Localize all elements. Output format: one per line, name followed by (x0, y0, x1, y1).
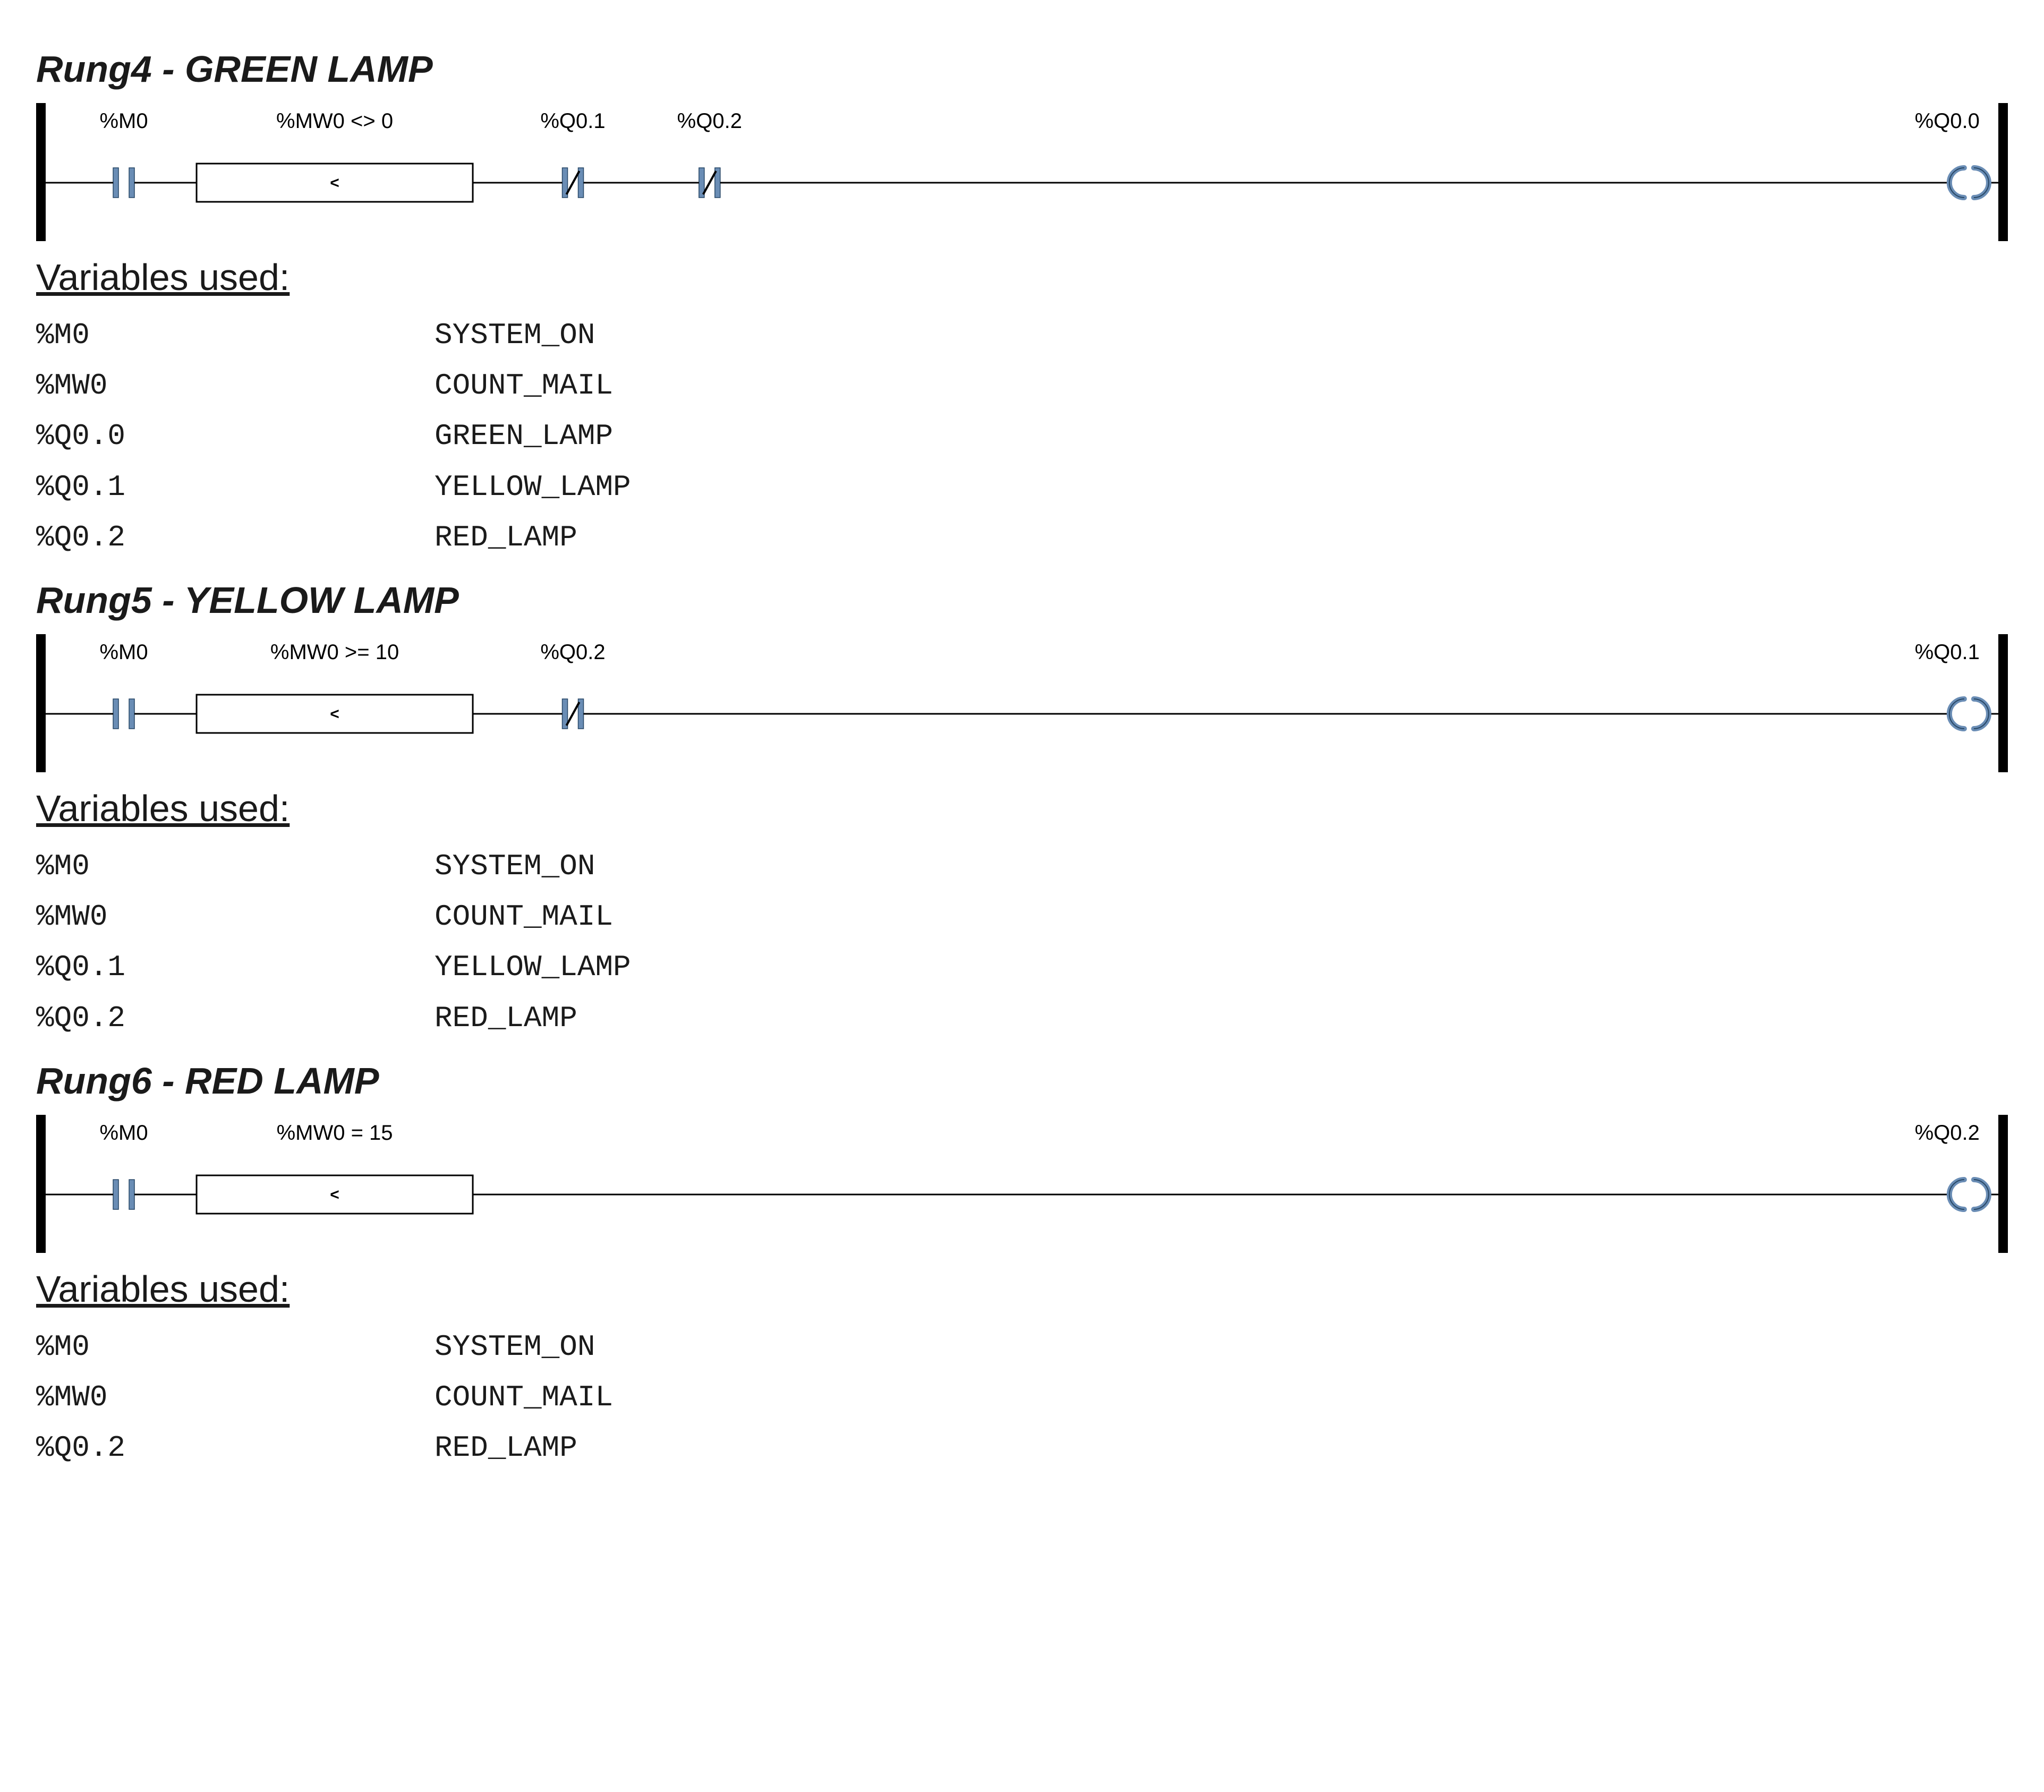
element-label: %M0 (99, 1121, 148, 1145)
variable-address: %Q0.0 (36, 411, 435, 462)
variable-address: %Q0.2 (36, 1423, 435, 1473)
ladder-diagram: %M0 %MW0 = 15 %Q0.2 < (36, 1115, 2008, 1253)
element-label: %Q0.0 (1915, 109, 1980, 133)
variable-description: RED_LAMP (435, 993, 577, 1044)
element-label: %Q0.2 (1915, 1121, 1980, 1145)
element-label: %M0 (99, 109, 148, 133)
ladder-svg: < (46, 687, 1998, 740)
svg-text:<: < (330, 174, 339, 192)
variable-description: SYSTEM_ON (435, 310, 595, 361)
variable-address: %Q0.1 (36, 462, 435, 513)
variable-description: RED_LAMP (435, 513, 577, 563)
variable-address: %MW0 (36, 1372, 435, 1423)
variable-row: %M0SYSTEM_ON (36, 1322, 2008, 1372)
variable-row: %Q0.2RED_LAMP (36, 513, 2008, 563)
variable-row: %M0SYSTEM_ON (36, 310, 2008, 361)
variable-row: %Q0.0GREEN_LAMP (36, 411, 2008, 462)
element-label: %Q0.2 (540, 641, 605, 664)
element-label: %MW0 <> 0 (276, 109, 393, 133)
variable-description: COUNT_MAIL (435, 361, 613, 411)
ladder-diagram: %M0 %MW0 >= 10 %Q0.2 %Q0.1 < (36, 634, 2008, 772)
rung-title: Rung6 - RED LAMP (36, 1060, 2008, 1102)
variable-row: %M0SYSTEM_ON (36, 841, 2008, 892)
variable-description: COUNT_MAIL (435, 1372, 613, 1423)
element-label: %Q0.2 (677, 109, 742, 133)
element-label: %M0 (99, 641, 148, 664)
variable-row: %MW0COUNT_MAIL (36, 361, 2008, 411)
variables-used-heading: Variables used: (36, 256, 2008, 298)
variable-description: SYSTEM_ON (435, 1322, 595, 1372)
variable-row: %Q0.1YELLOW_LAMP (36, 462, 2008, 513)
ladder-diagram: %M0 %MW0 <> 0 %Q0.1 %Q0.2 %Q0.0 < (36, 103, 2008, 241)
variables-used-heading: Variables used: (36, 787, 2008, 830)
variable-address: %M0 (36, 1322, 435, 1372)
svg-text:<: < (330, 1186, 339, 1204)
variable-address: %M0 (36, 310, 435, 361)
variable-address: %Q0.2 (36, 993, 435, 1044)
variable-description: COUNT_MAIL (435, 892, 613, 942)
variable-description: YELLOW_LAMP (435, 462, 631, 513)
ladder-svg: < (46, 156, 1998, 209)
variable-description: RED_LAMP (435, 1423, 577, 1473)
element-label: %Q0.1 (1915, 641, 1980, 664)
variable-address: %MW0 (36, 892, 435, 942)
variable-row: %MW0COUNT_MAIL (36, 892, 2008, 942)
svg-text:<: < (330, 705, 339, 723)
variable-row: %Q0.2RED_LAMP (36, 993, 2008, 1044)
variable-description: YELLOW_LAMP (435, 942, 631, 993)
variables-table: %M0SYSTEM_ON%MW0COUNT_MAIL%Q0.1YELLOW_LA… (36, 841, 2008, 1044)
variable-row: %Q0.2RED_LAMP (36, 1423, 2008, 1473)
variable-description: SYSTEM_ON (435, 841, 595, 892)
variable-address: %Q0.1 (36, 942, 435, 993)
element-label: %MW0 >= 10 (270, 641, 399, 664)
variable-row: %MW0COUNT_MAIL (36, 1372, 2008, 1423)
variables-table: %M0SYSTEM_ON%MW0COUNT_MAIL%Q0.0GREEN_LAM… (36, 310, 2008, 563)
rung-title: Rung4 - GREEN LAMP (36, 48, 2008, 90)
variable-address: %MW0 (36, 361, 435, 411)
variable-description: GREEN_LAMP (435, 411, 613, 462)
variables-used-heading: Variables used: (36, 1268, 2008, 1310)
variable-address: %M0 (36, 841, 435, 892)
variables-table: %M0SYSTEM_ON%MW0COUNT_MAIL%Q0.2RED_LAMP (36, 1322, 2008, 1474)
ladder-svg: < (46, 1168, 1998, 1221)
variable-row: %Q0.1YELLOW_LAMP (36, 942, 2008, 993)
element-label: %Q0.1 (540, 109, 605, 133)
variable-address: %Q0.2 (36, 513, 435, 563)
element-label: %MW0 = 15 (277, 1121, 393, 1145)
rung-title: Rung5 - YELLOW LAMP (36, 579, 2008, 621)
